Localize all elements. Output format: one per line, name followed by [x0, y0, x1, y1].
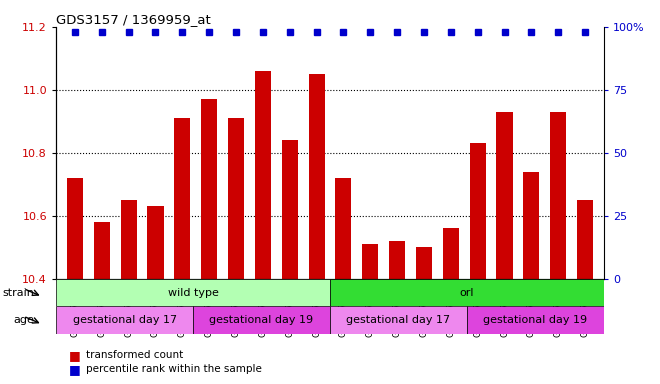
Bar: [416, 247, 432, 279]
Text: gestational day 17: gestational day 17: [346, 315, 451, 325]
Bar: [330, 306, 467, 334]
Text: percentile rank within the sample: percentile rank within the sample: [86, 364, 261, 374]
Text: transformed count: transformed count: [86, 350, 183, 360]
Bar: [56, 306, 193, 334]
Bar: [335, 178, 352, 279]
Bar: [201, 99, 217, 279]
Bar: [443, 228, 459, 279]
Bar: [467, 306, 604, 334]
Text: gestational day 19: gestational day 19: [483, 315, 587, 325]
Text: ■: ■: [69, 349, 81, 362]
Bar: [282, 140, 298, 279]
Bar: [308, 74, 325, 279]
Text: age: age: [13, 315, 34, 325]
Bar: [56, 279, 330, 306]
Bar: [67, 178, 83, 279]
Bar: [330, 279, 604, 306]
Bar: [389, 241, 405, 279]
Bar: [147, 206, 164, 279]
Bar: [94, 222, 110, 279]
Text: GDS3157 / 1369959_at: GDS3157 / 1369959_at: [56, 13, 211, 26]
Bar: [174, 118, 190, 279]
Bar: [193, 306, 330, 334]
Text: strain: strain: [3, 288, 34, 298]
Bar: [470, 143, 486, 279]
Text: wild type: wild type: [168, 288, 218, 298]
Text: gestational day 17: gestational day 17: [73, 315, 177, 325]
Bar: [362, 244, 378, 279]
Bar: [523, 172, 539, 279]
Bar: [228, 118, 244, 279]
Text: ■: ■: [69, 363, 81, 376]
Bar: [496, 112, 513, 279]
Text: orl: orl: [460, 288, 474, 298]
Bar: [121, 200, 137, 279]
Bar: [550, 112, 566, 279]
Bar: [255, 71, 271, 279]
Text: gestational day 19: gestational day 19: [209, 315, 314, 325]
Bar: [577, 200, 593, 279]
